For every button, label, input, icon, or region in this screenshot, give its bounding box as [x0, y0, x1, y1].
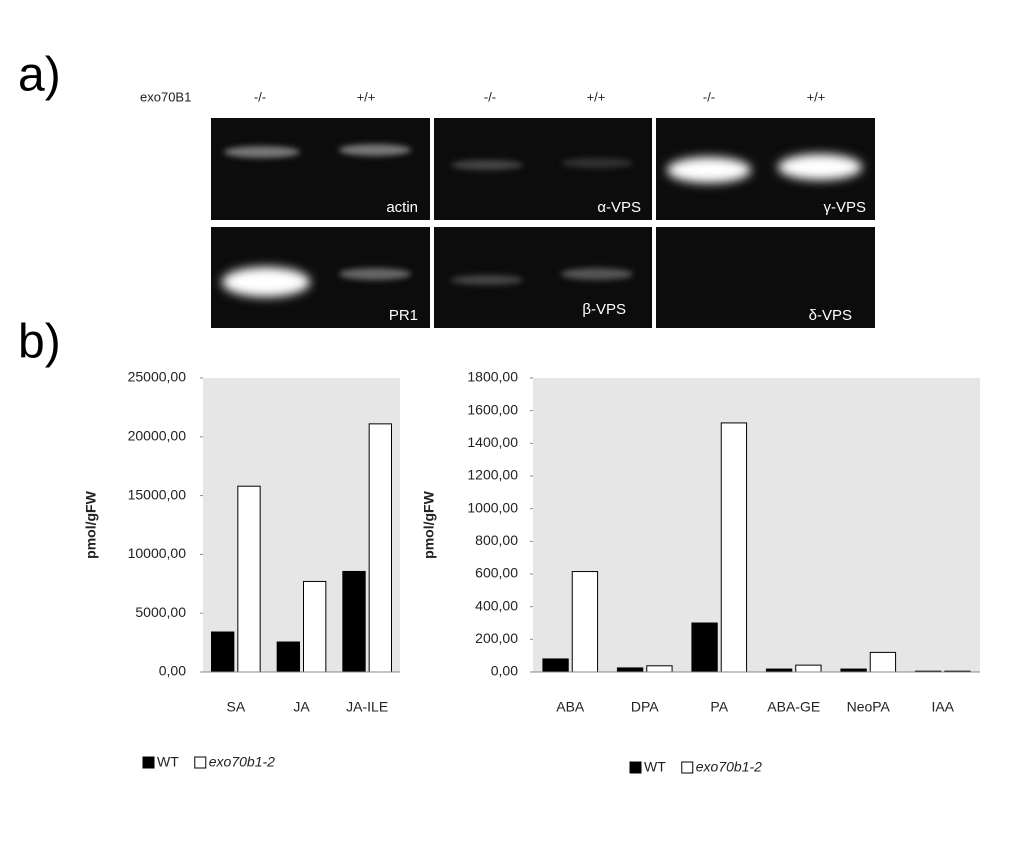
gene-label: α-VPS — [597, 199, 641, 216]
x-tick-label: DPA — [631, 699, 659, 715]
y-axis-label: pmol/gFW — [83, 490, 99, 558]
bar — [342, 570, 366, 673]
lane-label: +/+ — [587, 89, 606, 104]
legend-swatch — [142, 756, 155, 769]
band — [561, 268, 633, 280]
legend-swatch — [629, 761, 642, 774]
band — [561, 158, 633, 168]
band — [339, 144, 411, 156]
plot-background — [533, 378, 980, 672]
bar — [869, 651, 897, 673]
y-tick-label: 1400,00 — [467, 434, 518, 450]
lane-label: -/- — [254, 89, 266, 104]
bar — [368, 423, 392, 673]
y-tick-label: 10000,00 — [128, 545, 187, 561]
x-tick-label: ABA — [556, 699, 585, 715]
x-tick-label: JA — [293, 699, 310, 715]
lane-label: +/+ — [357, 89, 376, 104]
gene-label: β-VPS — [582, 301, 626, 318]
legend-swatch — [681, 761, 694, 774]
gel-image — [656, 227, 875, 328]
legend-label: WT — [644, 759, 666, 775]
x-tick-label: JA-ILE — [346, 699, 388, 715]
lane-label: -/- — [703, 89, 715, 104]
band — [339, 268, 411, 280]
x-tick-label: NeoPA — [847, 699, 891, 715]
y-tick-label: 1000,00 — [467, 499, 518, 515]
band — [451, 160, 523, 170]
bar — [720, 422, 748, 673]
x-tick-label: SA — [226, 699, 245, 715]
y-tick-label: 400,00 — [475, 597, 518, 613]
lane-label: +/+ — [807, 89, 826, 104]
bar — [616, 667, 644, 673]
legend-label: exo70b1-2 — [209, 754, 275, 770]
legend-label: WT — [157, 754, 179, 770]
gene-label: PR1 — [389, 307, 418, 324]
bar — [691, 622, 718, 673]
y-tick-label: 200,00 — [475, 630, 518, 646]
x-tick-label: PA — [710, 699, 728, 715]
bar — [211, 631, 235, 673]
y-tick-label: 1200,00 — [467, 467, 518, 483]
y-tick-label: 600,00 — [475, 565, 518, 581]
row-label: exo70B1 — [140, 89, 191, 104]
bar — [303, 580, 327, 673]
x-tick-label: ABA-GE — [767, 699, 820, 715]
legend-swatch — [194, 756, 207, 769]
plot-background — [203, 378, 400, 672]
y-tick-label: 1800,00 — [467, 369, 518, 385]
legend-label: exo70b1-2 — [696, 759, 762, 775]
y-axis-label: pmol/gFW — [421, 490, 437, 558]
bar — [542, 658, 569, 673]
bar — [646, 665, 673, 673]
band — [224, 146, 300, 158]
y-tick-label: 15000,00 — [128, 486, 187, 502]
band — [451, 275, 523, 285]
y-tick-label: 25000,00 — [128, 369, 187, 385]
panel-label: a) — [18, 49, 61, 102]
bar — [571, 571, 599, 673]
x-tick-label: IAA — [931, 699, 954, 715]
bar — [276, 641, 301, 673]
gel-image — [211, 118, 430, 220]
y-tick-label: 800,00 — [475, 532, 518, 548]
y-tick-label: 1600,00 — [467, 401, 518, 417]
gene-label: δ-VPS — [809, 307, 852, 324]
band — [778, 154, 862, 180]
band — [667, 157, 751, 183]
y-tick-label: 0,00 — [491, 663, 518, 679]
lane-label: -/- — [484, 89, 496, 104]
y-tick-label: 0,00 — [159, 663, 186, 679]
panel-label: b) — [18, 316, 61, 369]
gene-label: actin — [386, 199, 418, 216]
bar — [795, 664, 822, 673]
y-tick-label: 20000,00 — [128, 428, 187, 444]
bar — [237, 485, 261, 673]
y-tick-label: 5000,00 — [135, 604, 186, 620]
gel: exo70B1 -/- +/+ -/- +/+ -/- +/+ actin α-… — [140, 89, 875, 328]
gene-label: γ-VPS — [823, 199, 866, 216]
band — [222, 267, 310, 297]
